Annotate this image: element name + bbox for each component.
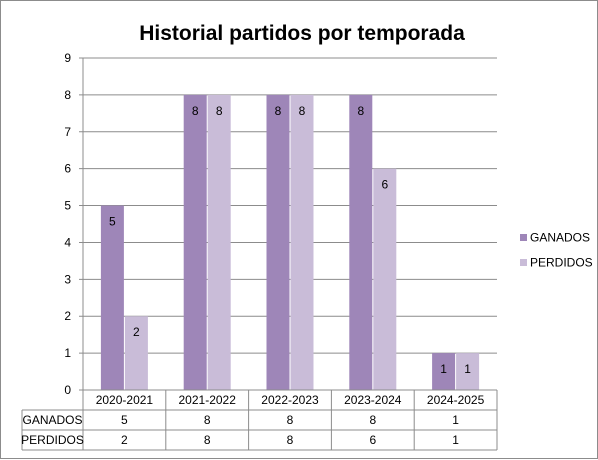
bar-ganados-2024-2025 (432, 353, 456, 390)
table-cell-ganados-2022-2023: 8 (287, 413, 294, 427)
data-label-ganados-2021-2022: 8 (192, 104, 199, 118)
data-label-perdidos-2020-2021: 2 (133, 325, 140, 339)
bar-ganados-2021-2022 (183, 94, 207, 390)
table-cell-perdidos-2020-2021: 2 (121, 433, 128, 447)
data-labels: 5 2 8 8 8 8 8 6 1 1 (109, 104, 471, 376)
data-label-perdidos-2024-2025: 1 (464, 362, 471, 376)
table-cell-ganados-2021-2022: 8 (204, 413, 211, 427)
bar-ganados-2023-2024 (349, 94, 373, 390)
bar-perdidos-2022-2023 (290, 94, 314, 390)
x-tick-label-2024-2025: 2024-2025 (427, 393, 485, 407)
x-tick-label-2022-2023: 2022-2023 (261, 393, 319, 407)
table-row-label-perdidos: PERDIDOS (21, 433, 84, 447)
bar-perdidos-2021-2022 (207, 94, 231, 390)
data-label-perdidos-2022-2023: 8 (299, 104, 306, 118)
y-tick-label-4: 4 (64, 235, 71, 249)
table-cell-perdidos-2022-2023: 8 (287, 433, 294, 447)
legend: GANADOS PERDIDOS (520, 231, 593, 270)
bar-ganados-2020-2021 (100, 205, 124, 390)
legend-swatch-ganados (520, 234, 527, 241)
y-tick-label-5: 5 (64, 199, 71, 213)
data-label-ganados-2024-2025: 1 (440, 362, 447, 376)
data-label-perdidos-2021-2022: 8 (216, 104, 223, 118)
bar-ganados-2022-2023 (266, 94, 290, 390)
chart-title: Historial partidos por temporada (139, 22, 465, 45)
x-tick-label-2023-2024: 2023-2024 (344, 393, 402, 407)
y-tick-label-6: 6 (64, 162, 71, 176)
y-axis-tick-labels: 0 1 2 3 4 5 6 7 8 9 (64, 51, 71, 397)
data-label-ganados-2023-2024: 8 (357, 104, 364, 118)
y-tick-label-1: 1 (64, 346, 71, 360)
data-label-ganados-2022-2023: 8 (275, 104, 282, 118)
table-row-label-ganados: GANADOS (22, 413, 82, 427)
legend-label-perdidos: PERDIDOS (530, 256, 593, 270)
bar-perdidos-2023-2024 (373, 168, 397, 390)
legend-swatch-perdidos (520, 259, 527, 266)
table-cell-perdidos-2021-2022: 8 (204, 433, 211, 447)
y-tick-label-9: 9 (64, 51, 71, 65)
y-tick-label-8: 8 (64, 88, 71, 102)
bar-perdidos-2024-2025 (456, 353, 480, 390)
y-tick-label-2: 2 (64, 309, 71, 323)
table-cell-ganados-2024-2025: 1 (452, 413, 459, 427)
legend-label-ganados: GANADOS (530, 231, 590, 245)
bars (100, 94, 480, 390)
data-label-perdidos-2023-2024: 6 (381, 178, 388, 192)
y-tick-label-7: 7 (64, 125, 71, 139)
y-tick-label-0: 0 (64, 383, 71, 397)
table-cell-ganados-2020-2021: 5 (121, 413, 128, 427)
x-tick-label-2020-2021: 2020-2021 (96, 393, 154, 407)
bar-perdidos-2020-2021 (124, 316, 148, 390)
table-cell-perdidos-2024-2025: 1 (452, 433, 459, 447)
table-cell-ganados-2023-2024: 8 (369, 413, 376, 427)
data-table: 2020-2021 2021-2022 2022-2023 2023-2024 2024… (21, 389, 498, 451)
x-tick-label-2021-2022: 2021-2022 (179, 393, 237, 407)
y-tick-label-3: 3 (64, 272, 71, 286)
table-cell-perdidos-2023-2024: 6 (369, 433, 376, 447)
data-label-ganados-2020-2021: 5 (109, 215, 116, 229)
